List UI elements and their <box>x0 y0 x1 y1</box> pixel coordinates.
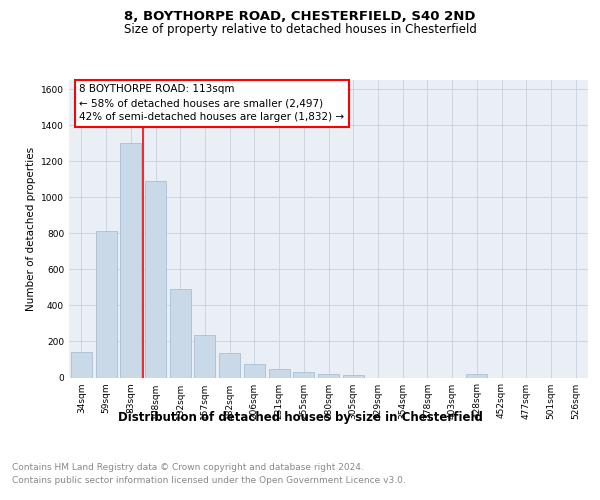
Text: 8 BOYTHORPE ROAD: 113sqm
← 58% of detached houses are smaller (2,497)
42% of sem: 8 BOYTHORPE ROAD: 113sqm ← 58% of detach… <box>79 84 344 122</box>
Bar <box>120 143 141 378</box>
Bar <box>219 353 240 378</box>
Text: 8, BOYTHORPE ROAD, CHESTERFIELD, S40 2ND: 8, BOYTHORPE ROAD, CHESTERFIELD, S40 2ND <box>124 10 476 23</box>
Bar <box>145 181 166 378</box>
Bar <box>269 370 290 378</box>
Bar <box>293 372 314 378</box>
Bar <box>170 289 191 378</box>
Bar <box>194 335 215 378</box>
Bar <box>318 374 339 378</box>
Y-axis label: Number of detached properties: Number of detached properties <box>26 146 35 311</box>
Bar <box>244 364 265 378</box>
Text: Size of property relative to detached houses in Chesterfield: Size of property relative to detached ho… <box>124 22 476 36</box>
Text: Distribution of detached houses by size in Chesterfield: Distribution of detached houses by size … <box>118 411 482 424</box>
Text: Contains HM Land Registry data © Crown copyright and database right 2024.: Contains HM Land Registry data © Crown c… <box>12 462 364 471</box>
Bar <box>343 375 364 378</box>
Bar <box>95 232 116 378</box>
Text: Contains public sector information licensed under the Open Government Licence v3: Contains public sector information licen… <box>12 476 406 485</box>
Bar <box>71 352 92 378</box>
Bar <box>466 374 487 378</box>
